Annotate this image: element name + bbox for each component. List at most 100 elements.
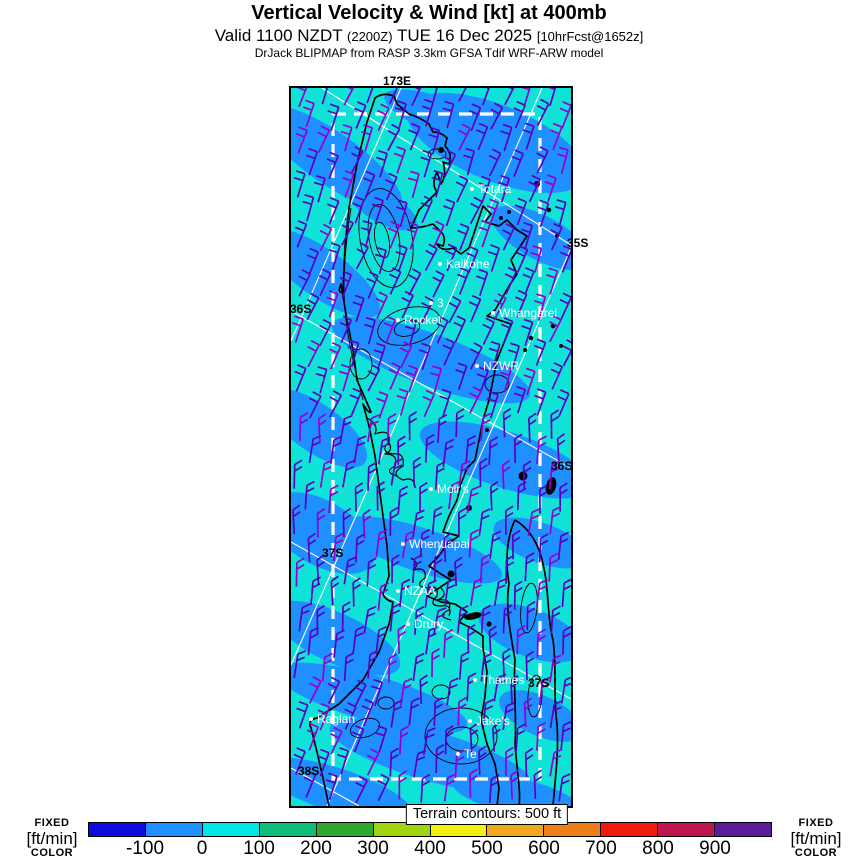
wind-barb-icon — [387, 221, 401, 249]
wind-barb-icon — [490, 102, 504, 130]
wind-barb-icon — [354, 679, 367, 708]
wind-barb-icon — [554, 199, 567, 227]
wind-barb-icon — [420, 195, 433, 224]
wind-barb-icon — [343, 556, 357, 585]
wind-barb-icon — [395, 244, 408, 272]
wind-barb-icon — [505, 746, 514, 777]
wind-barb-icon — [422, 389, 435, 418]
wind-barb-icon — [466, 485, 480, 514]
wind-barb-icon — [366, 748, 380, 776]
wind-barb-icon — [341, 218, 354, 246]
wind-barb-icon — [439, 388, 452, 417]
wind-barb-icon — [549, 748, 563, 777]
station-marker: Kaikohe — [438, 258, 489, 270]
page-title: Vertical Velocity & Wind [kt] at 400mb — [251, 2, 607, 24]
wind-barb-icon — [458, 651, 470, 680]
wind-barb-icon — [308, 391, 322, 419]
wind-barb-icon — [364, 88, 377, 104]
wind-barb-icon — [454, 556, 463, 587]
wind-barb-icon — [482, 698, 494, 728]
wind-barb-icon — [457, 696, 467, 726]
wind-barb-icon — [533, 769, 543, 800]
wind-barb-icon — [412, 509, 425, 538]
map-canvas — [291, 88, 571, 806]
colorbar-tick-label: 900 — [699, 838, 731, 859]
station-marker: Moir's — [429, 483, 469, 495]
wind-barb-icon — [510, 675, 519, 705]
wind-barb-icon — [303, 770, 317, 798]
wind-barb-icon — [419, 674, 429, 705]
wind-barb-icon — [442, 100, 455, 129]
wind-barb-icon — [536, 146, 549, 174]
wind-barb-icon — [389, 602, 401, 632]
wind-barb-icon — [436, 316, 449, 344]
wind-barb-icon — [308, 435, 322, 464]
wind-barb-icon — [387, 123, 401, 152]
wind-barb-icon — [548, 552, 559, 582]
colorbar-tick-label: 300 — [357, 838, 389, 859]
wind-barb-icon — [468, 294, 482, 323]
wind-barb-icon — [296, 88, 309, 108]
wind-barb-icon — [514, 197, 528, 226]
wind-barb-icon — [401, 530, 415, 559]
wind-barb-icon — [433, 552, 443, 582]
wind-barb-icon — [475, 122, 489, 151]
wind-barb-icon — [408, 411, 418, 441]
station-label: Kaikohe — [446, 257, 490, 271]
wind-barb-icon — [559, 101, 571, 129]
latlon-label: 38S — [298, 764, 320, 778]
scale-fixed-label: FIXED — [34, 817, 70, 829]
wind-barb-icon — [544, 174, 557, 202]
wind-barb-icon — [317, 125, 331, 153]
wind-barb-icon — [480, 412, 492, 442]
colorbar-segment — [201, 823, 259, 836]
wind-barb-icon — [327, 103, 340, 131]
wind-barb-icon — [488, 436, 499, 466]
wind-barb-icon — [310, 576, 321, 606]
wind-barb-icon — [305, 147, 319, 176]
wind-barb-icon — [486, 391, 499, 419]
wind-barb-icon — [432, 607, 447, 635]
station-marker: Jake's — [468, 715, 510, 727]
wind-barb-icon — [493, 293, 507, 321]
wind-barb-icon — [298, 603, 311, 632]
valid-date: TUE 16 Dec 2025 — [392, 26, 537, 45]
wind-barb-icon — [562, 339, 571, 367]
wind-barb-icon — [504, 505, 514, 535]
wind-barb-icon — [550, 122, 563, 151]
wind-barb-icon — [341, 601, 351, 631]
wind-barb-icon — [530, 245, 543, 273]
wind-barb-icon — [516, 481, 527, 511]
colorbar-segment — [315, 823, 373, 836]
wind-barb-icon — [488, 148, 502, 177]
station-marker: Totara — [470, 183, 511, 195]
wind-barb-icon — [526, 601, 536, 631]
wind-barb-icon — [375, 246, 387, 275]
scale-unit-label: [ft/min] — [26, 829, 78, 848]
wind-barb-icon — [434, 461, 446, 490]
wind-barb-icon — [457, 507, 467, 537]
wind-barb-icon — [328, 242, 341, 270]
wind-barb-icon — [522, 460, 532, 490]
wind-barb-icon — [408, 268, 422, 296]
wind-barb-icon — [420, 149, 433, 178]
station-marker: NZWR — [475, 360, 519, 372]
wind-barb-icon — [377, 582, 389, 611]
colorbar-segment — [429, 823, 487, 836]
wind-barb-icon — [318, 268, 332, 297]
wind-barb-icon — [418, 342, 431, 371]
wind-barb-icon — [448, 295, 462, 324]
wind-barb-icon — [375, 291, 388, 319]
wind-barb-icon — [408, 697, 420, 726]
colorbar-tick-label: 100 — [243, 838, 275, 859]
wind-barb-icon — [536, 628, 546, 658]
station-marker: Rocket — [396, 314, 441, 326]
wind-barb-icon — [406, 221, 419, 250]
wind-barb-icon — [367, 461, 377, 491]
wind-barb-icon — [363, 605, 377, 634]
wind-barb-icon — [330, 575, 340, 606]
station-dot-icon — [309, 717, 313, 721]
station-dot-icon — [396, 589, 400, 593]
wind-barb-icon — [375, 529, 388, 558]
wind-barb-icon — [313, 174, 326, 203]
